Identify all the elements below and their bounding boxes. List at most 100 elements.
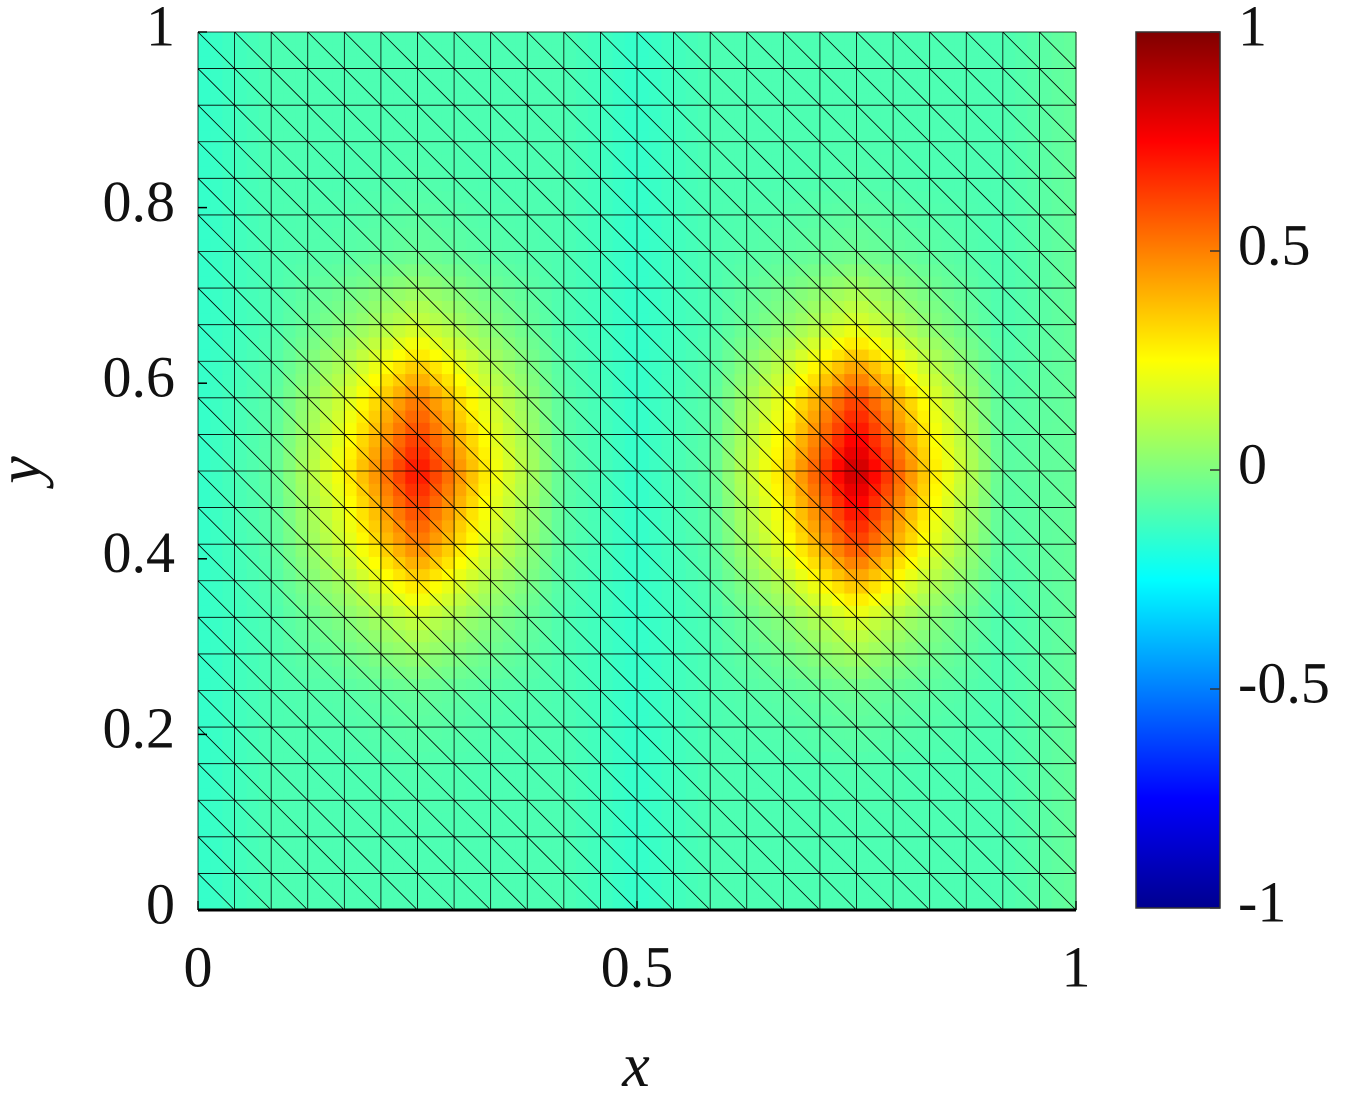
cell [527,275,541,289]
cell [758,836,772,850]
cell [405,739,419,753]
cell [478,105,492,118]
cell [941,690,955,704]
cell [734,336,748,350]
cell [954,763,967,777]
cell [734,702,748,716]
cell [807,653,821,667]
cell [393,641,406,655]
cell [551,361,565,375]
cell [844,300,858,314]
cell [466,251,480,265]
cell [539,544,553,557]
cell [307,824,321,838]
cell [734,653,748,667]
cell [661,690,675,704]
cell [746,775,760,789]
cell [344,812,358,826]
cell [1015,788,1028,801]
cell [539,568,553,582]
cell [1063,446,1077,460]
cell [844,702,858,716]
cell [271,190,284,204]
cell [880,336,894,350]
cell [1051,531,1065,545]
cell [307,166,321,179]
cell [393,32,406,45]
cell [1063,251,1077,265]
cell [954,117,967,131]
cell [502,32,516,45]
cell [832,495,845,509]
cell [722,178,736,192]
cell [734,544,748,557]
cell [258,666,272,679]
cell [405,288,419,301]
cell [673,714,687,728]
cell [856,568,870,582]
cell [405,836,419,850]
cell [271,263,284,277]
cell [783,312,797,326]
cell [673,483,687,496]
cell [941,458,955,472]
cell [478,288,492,301]
cell [612,56,626,70]
cell [356,690,370,704]
cell [441,653,455,667]
cell [1015,653,1028,667]
cell [929,410,943,423]
cell [527,153,541,167]
cell [332,592,345,606]
cell [649,824,662,838]
cell [929,897,943,911]
cell [1063,263,1077,277]
cell [368,556,382,570]
cell [868,251,882,265]
cell [758,824,772,838]
cell [856,812,870,826]
cell [319,824,333,838]
cell [758,214,772,228]
cell [551,873,565,887]
cell [258,105,272,118]
cell [1002,373,1016,387]
cell [783,153,797,167]
cell [210,397,223,411]
cell [441,105,455,118]
cell [966,117,980,131]
cell [307,129,321,143]
cell [819,495,833,509]
cell [649,495,662,509]
cell [795,727,809,740]
cell [722,141,736,155]
cell [697,105,711,118]
cell [783,190,797,204]
cell [1015,617,1028,631]
cell [771,873,784,887]
cell [905,678,919,692]
cell [832,288,845,301]
cell [588,775,602,789]
cell [405,80,419,94]
cell [941,422,955,436]
cell [380,385,394,399]
cell [722,544,736,557]
cell [429,434,443,448]
cell [210,788,223,801]
cell [624,214,638,228]
cell [868,105,882,118]
cell [454,849,467,862]
cell [600,202,614,216]
cell [319,361,333,375]
cell [832,861,845,875]
cell [1039,751,1053,765]
cell [624,580,638,594]
cell [819,751,833,765]
cell [210,653,223,667]
cell [697,410,711,423]
cell [319,397,333,411]
cell [771,397,784,411]
cell [685,763,699,777]
cell [368,32,382,45]
